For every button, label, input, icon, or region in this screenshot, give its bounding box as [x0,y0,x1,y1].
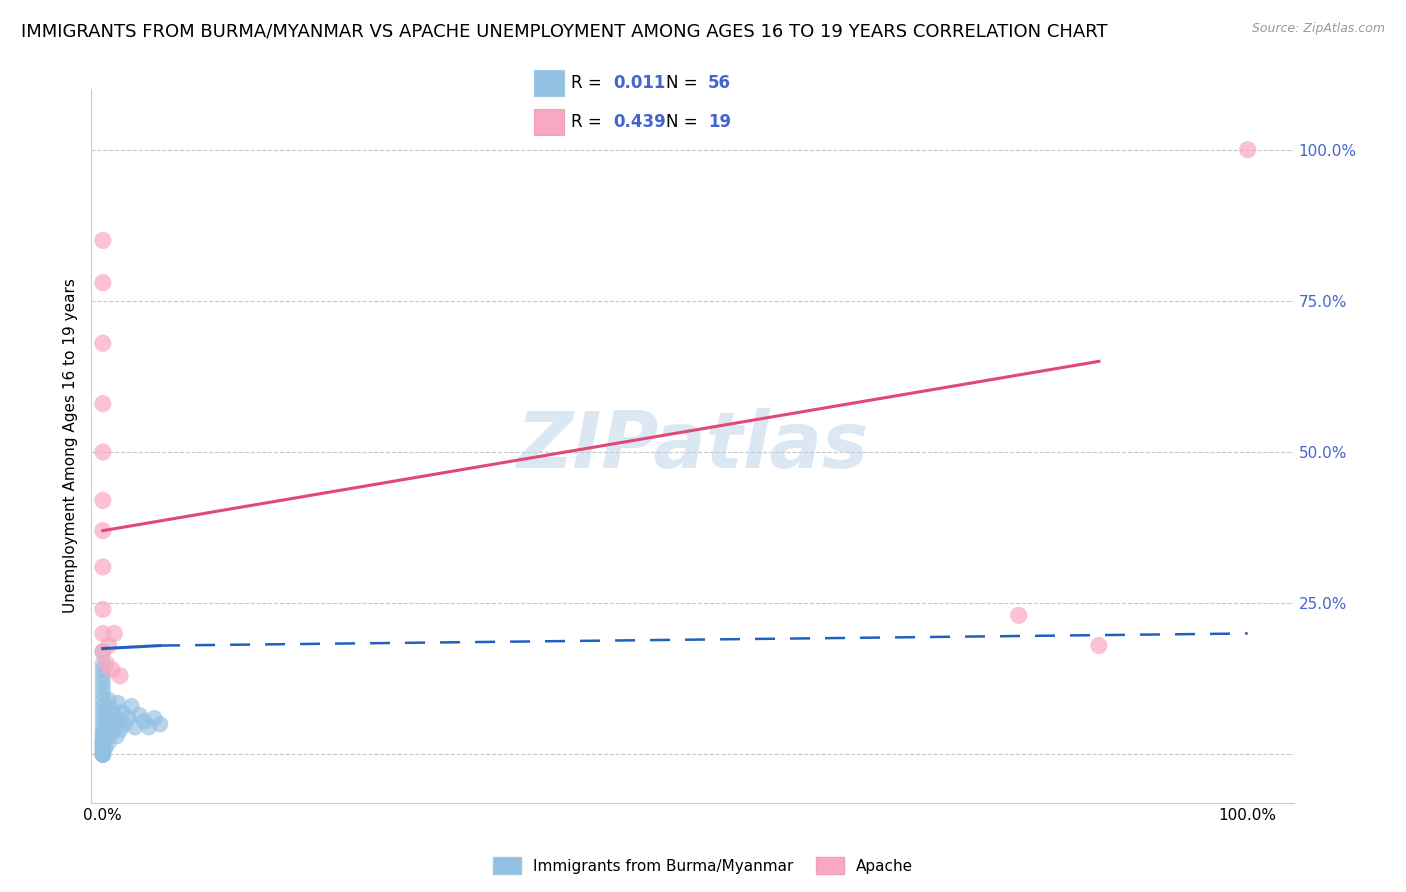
Point [91,735,114,749]
Point [91,524,114,538]
Point [91,560,114,574]
Text: 0.439: 0.439 [613,113,666,131]
Point [91,674,114,689]
Point [91,747,114,762]
Point [94,741,117,756]
Point [105,729,128,743]
Point [91,747,114,762]
Point [96,657,118,671]
Point [143,711,166,725]
Point [132,714,155,728]
Point [91,744,114,758]
Point [138,720,160,734]
Point [94,705,117,719]
Point [91,626,114,640]
Point [91,741,114,756]
Point [91,717,114,731]
Text: R =: R = [571,113,607,131]
Point [91,729,114,743]
Point [91,723,114,738]
Point [91,711,114,725]
Point [91,397,114,411]
Point [91,493,114,508]
Point [91,657,114,671]
Point [103,708,125,723]
Point [98,717,121,731]
Text: Source: ZipAtlas.com: Source: ZipAtlas.com [1251,22,1385,36]
Point [101,663,124,677]
Point [91,732,114,747]
Point [117,711,139,725]
Text: 19: 19 [709,113,731,131]
Point [91,726,114,740]
Point [91,233,114,247]
Point [111,705,134,719]
Point [91,747,114,762]
Point [97,693,120,707]
Point [91,699,114,714]
Point [91,739,114,753]
Text: IMMIGRANTS FROM BURMA/MYANMAR VS APACHE UNEMPLOYMENT AMONG AGES 16 TO 19 YEARS C: IMMIGRANTS FROM BURMA/MYANMAR VS APACHE … [21,22,1108,40]
Text: N =: N = [666,113,703,131]
Point [91,336,114,351]
Point [91,747,114,762]
Text: 56: 56 [709,74,731,92]
Point [91,602,114,616]
Point [91,735,114,749]
Text: 0.011: 0.011 [613,74,665,92]
Point [108,723,131,738]
Point [96,723,118,738]
Point [1236,143,1258,157]
Point [97,639,120,653]
Point [91,693,114,707]
Point [101,720,124,734]
Point [91,663,114,677]
FancyBboxPatch shape [534,70,564,96]
Point [91,645,114,659]
Text: N =: N = [666,74,703,92]
Point [91,739,114,753]
Point [91,741,114,756]
Legend: Immigrants from Burma/Myanmar, Apache: Immigrants from Burma/Myanmar, Apache [486,851,920,880]
Point [100,726,122,740]
Point [128,708,150,723]
Point [124,720,146,734]
Point [91,681,114,695]
Point [96,711,118,725]
Point [1008,608,1031,623]
Point [91,687,114,701]
Point [103,626,125,640]
Point [104,714,127,728]
Point [120,699,143,714]
Point [91,744,114,758]
Point [114,717,136,731]
Point [101,702,124,716]
Point [91,645,114,659]
Point [108,669,131,683]
Point [91,669,114,683]
Y-axis label: Unemployment Among Ages 16 to 19 years: Unemployment Among Ages 16 to 19 years [63,278,79,614]
Text: R =: R = [571,74,607,92]
Point [91,276,114,290]
Point [107,696,129,710]
Point [91,747,114,762]
Point [91,445,114,459]
Point [97,735,120,749]
Point [149,717,172,731]
Point [91,747,114,762]
Point [1088,639,1111,653]
FancyBboxPatch shape [534,109,564,135]
Text: ZIPatlas: ZIPatlas [516,408,869,484]
Point [91,705,114,719]
Point [108,714,131,728]
